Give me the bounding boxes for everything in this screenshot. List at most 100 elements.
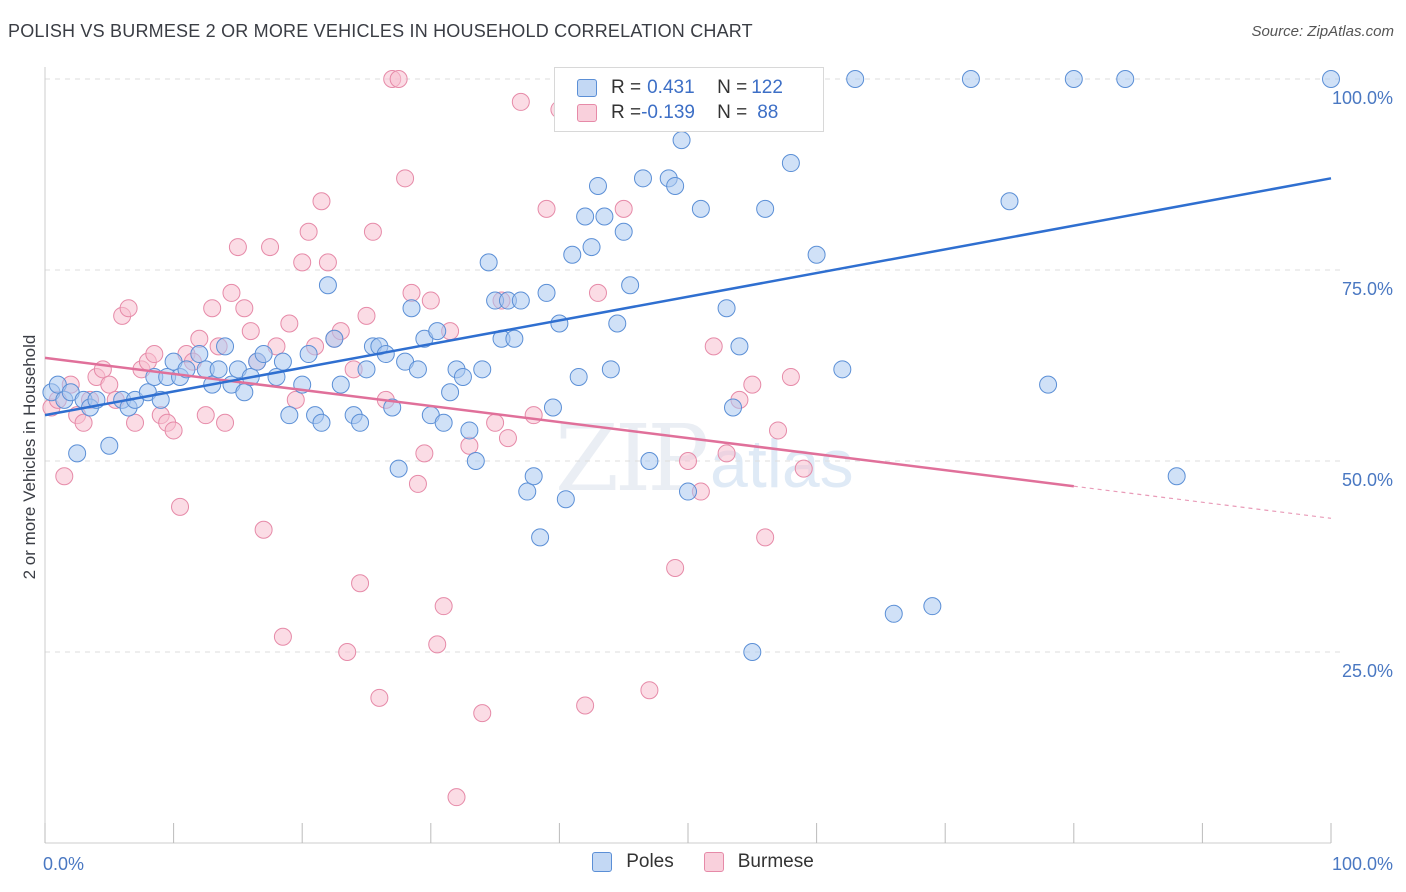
poles-point [531,528,550,547]
poles-point [68,444,87,463]
burmese-point [55,467,74,486]
poles-point [235,383,254,402]
poles-point [389,459,408,478]
y-tick-label: 25.0% [1342,661,1393,681]
burmese-point [537,199,556,218]
poles-point [460,421,479,440]
burmese-point [363,222,382,241]
poles-point [518,482,537,501]
poles-point [537,283,556,302]
y-tick-label: 100.0% [1332,88,1393,108]
burmese-point [190,329,209,348]
burmese-point [524,406,543,425]
burmese-point [74,413,93,432]
poles-point [511,291,530,310]
series-legend: Poles Burmese [0,851,1406,873]
burmese-point [357,306,376,325]
burmese-point [498,429,517,448]
poles-r-value: 0.431 [647,77,695,98]
burmese-point [261,238,280,257]
poles-point [576,207,595,226]
x-tick-label: 0.0% [43,854,84,874]
poles-point [582,238,601,257]
burmese-point [415,444,434,463]
burmese-trend-line [44,356,1074,488]
burmese-point [704,337,723,356]
poles-n-label: N = [717,77,748,98]
poles-point [884,604,903,623]
poles-point [453,367,472,386]
poles-point [640,452,659,470]
poles-point [724,398,743,417]
burmese-point [389,70,408,88]
burmese-point [203,299,222,318]
burmese-point [196,406,215,425]
poles-point [318,276,337,295]
burmese-point [679,452,697,470]
poles-point [331,375,350,394]
burmese-point [666,558,685,577]
poles-point [216,337,235,356]
burmese-point [286,390,305,409]
poles-point [325,329,344,348]
poles-point [505,329,524,348]
poles-point [833,360,852,379]
poles-point [756,199,775,218]
burmese-point [781,367,800,386]
poles-point [299,345,318,364]
burmese-point [280,314,299,333]
poles-point [177,360,196,379]
poles-legend-swatch [592,852,613,872]
legend-row-poles: R = 0.431 N = 122 [577,76,783,100]
poles-point [961,70,980,88]
burmese-point [486,413,505,432]
legend-item-burmese[interactable]: Burmese [703,851,814,873]
poles-trend-line [44,177,1332,417]
poles-point [781,154,800,173]
burmese-point [235,299,254,318]
burmese-point [273,627,292,646]
poles-point [846,70,865,88]
poles-point [402,299,421,318]
burmese-legend-label: Burmese [737,851,814,872]
burmese-n-value: 88 [757,102,779,123]
poles-point [614,222,633,241]
poles-point [280,406,299,425]
poles-point [569,367,588,386]
poles-point [1167,467,1186,486]
poles-point [1322,70,1340,88]
burmese-point [408,474,427,493]
burmese-point [254,520,273,539]
poles-legend-label: Poles [626,851,674,872]
legend-item-poles[interactable]: Poles [592,851,674,873]
poles-point [383,398,402,417]
burmese-point [222,283,241,302]
poles-points [42,70,1340,661]
burmese-point [396,169,415,188]
poles-point [351,413,370,432]
burmese-point [100,375,119,394]
burmese-point [216,413,235,432]
poles-point [254,345,273,364]
poles-point [543,398,562,417]
burmese-r-label: R = [611,102,642,123]
poles-point [1064,70,1083,88]
poles-point [621,276,640,295]
burmese-point [794,459,813,478]
burmese-legend-swatch [703,852,724,872]
poles-point [556,490,575,509]
poles-point [1116,70,1135,88]
chart-title: POLISH VS BURMESE 2 OR MORE VEHICLES IN … [8,21,753,41]
poles-swatch [577,79,597,97]
poles-point [601,360,620,379]
burmese-point [241,322,260,341]
burmese-point [756,528,775,547]
burmese-point [164,421,183,440]
burmese-point [511,92,530,111]
poles-point [743,643,762,661]
burmese-point [421,291,440,310]
y-tick-label: 50.0% [1342,470,1393,490]
burmese-point [312,192,331,211]
poles-point [190,345,209,364]
